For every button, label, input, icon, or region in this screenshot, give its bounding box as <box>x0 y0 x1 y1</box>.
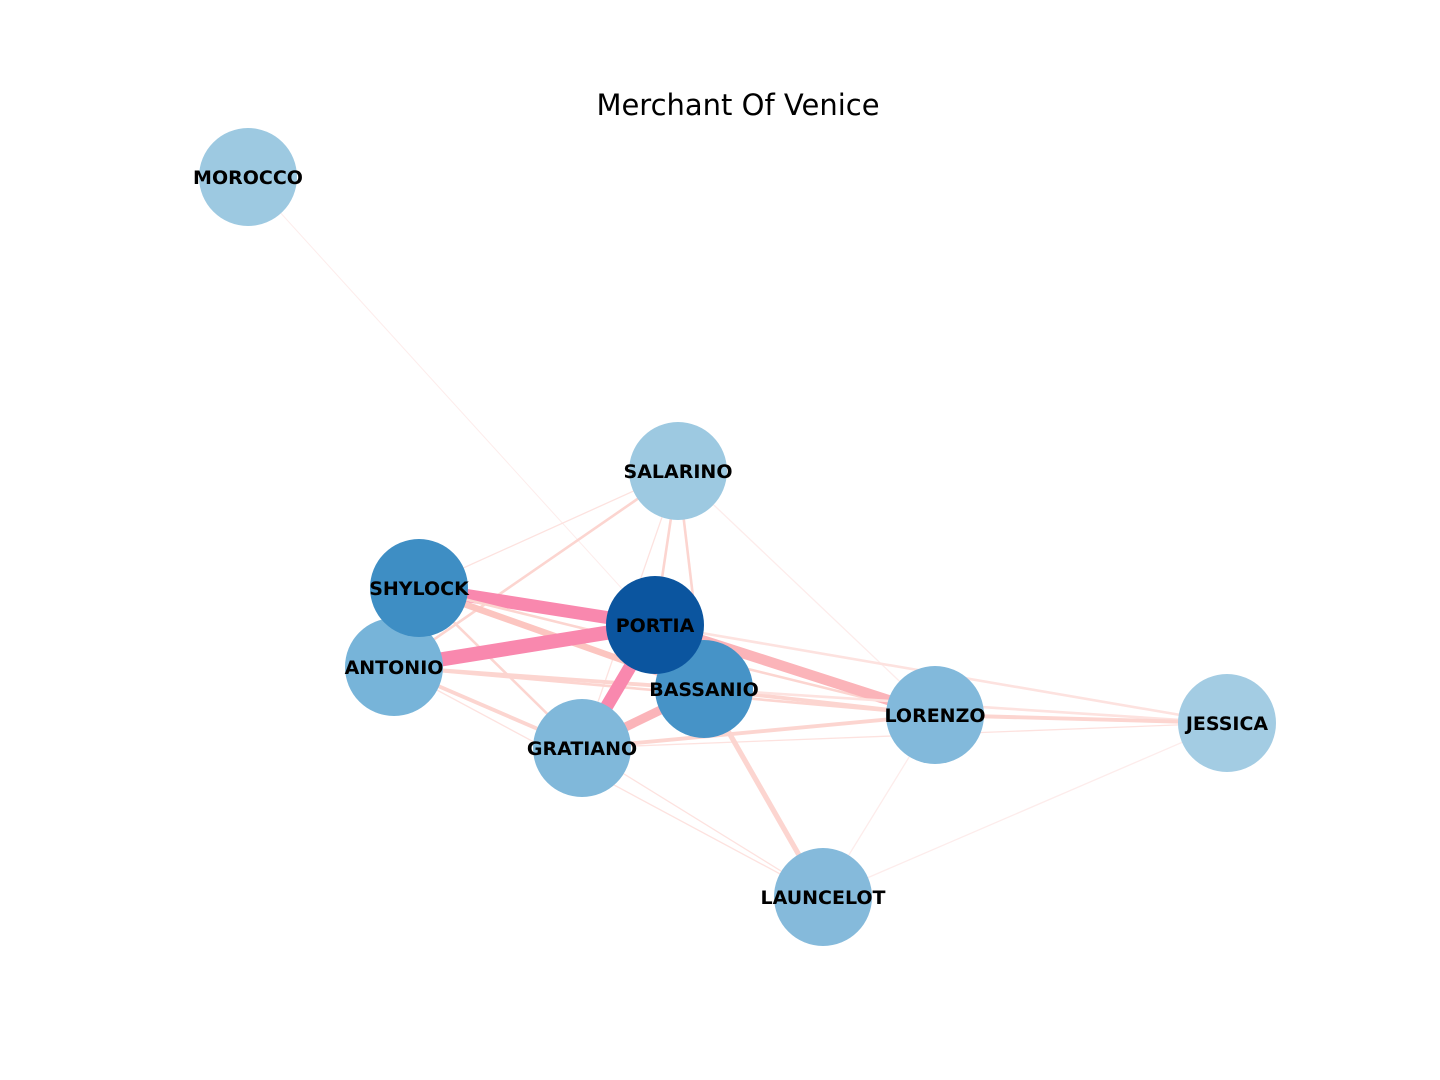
node-circle-gratiano <box>533 699 631 797</box>
node-label-gratiano: GRATIANO <box>527 738 637 760</box>
edge-gratiano-lorenzo <box>581 713 936 750</box>
node-jessica: JESSICA <box>1178 674 1276 772</box>
node-antonio: ANTONIO <box>345 618 444 716</box>
node-label-antonio: ANTONIO <box>345 657 444 679</box>
edge-salarino-lorenzo <box>677 470 936 716</box>
node-label-salarino: SALARINO <box>624 461 733 483</box>
node-lorenzo: LORENZO <box>884 666 986 764</box>
node-circle-morocco <box>199 128 297 226</box>
edge-salarino-antonio <box>393 469 679 669</box>
edge-morocco-portia <box>247 176 656 626</box>
node-launcelot: LAUNCELOT <box>760 848 886 946</box>
chart-title: Merchant Of Venice <box>596 88 879 122</box>
node-circle-shylock <box>370 539 468 637</box>
nodes-layer: MOROCCO SALARINO JESSICA LAUNCELOT LORENZO GR… <box>193 128 1276 946</box>
node-gratiano: GRATIANO <box>527 699 637 797</box>
node-label-launcelot: LAUNCELOT <box>760 887 885 909</box>
node-label-jessica: JESSICA <box>1184 713 1269 735</box>
node-morocco: MOROCCO <box>193 128 303 226</box>
node-circle-antonio <box>345 618 443 716</box>
node-shylock: SHYLOCK <box>369 539 470 637</box>
node-salarino: SALARINO <box>624 422 733 520</box>
node-circle-portia <box>606 576 704 674</box>
node-circle-salarino <box>629 422 727 520</box>
node-circle-launcelot <box>774 848 872 946</box>
node-label-morocco: MOROCCO <box>193 167 303 189</box>
node-label-shylock: SHYLOCK <box>369 578 470 600</box>
node-portia: PORTIA <box>606 576 704 674</box>
node-circle-jessica <box>1178 674 1276 772</box>
node-circle-lorenzo <box>886 666 984 764</box>
node-label-portia: PORTIA <box>616 615 695 637</box>
edge-jessica-launcelot <box>822 722 1228 898</box>
node-label-bassanio: BASSANIO <box>649 679 759 701</box>
node-label-lorenzo: LORENZO <box>884 705 985 727</box>
